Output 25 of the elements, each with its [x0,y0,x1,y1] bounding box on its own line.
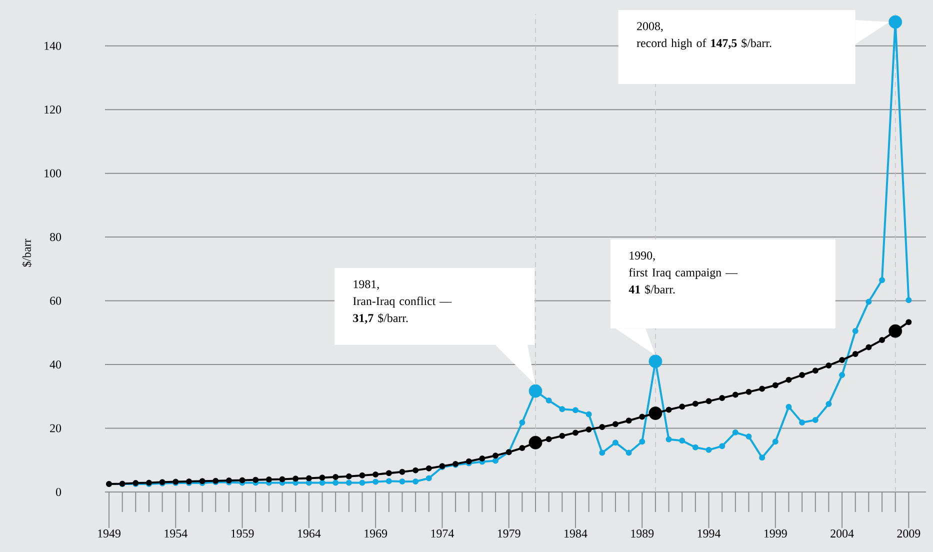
x-tick-label: 1999 [764,530,787,538]
x-tick-label: 1989 [631,530,654,538]
y-tick-label: 140 [44,42,62,50]
x-tick-label: 1964 [298,530,321,538]
y-axis-title: $/barr [22,238,32,267]
y-tick-label: 0 [56,488,62,496]
x-tick-label: 1969 [364,530,388,538]
annotation: 1990, first Iraq campaign — 41 $/barr. [628,252,738,294]
x-tick-label: 1974 [431,530,454,538]
x-tick-label: 1954 [164,530,188,538]
x-tick-label: 1959 [231,530,254,538]
x-tick-label: 1949 [98,530,120,538]
x-tick-label: 2004 [830,530,854,538]
annotation: 2008, record high of 147,5 $/barr. [636,22,772,50]
y-tick-label: 120 [44,106,62,114]
y-tick-label: 100 [44,169,62,178]
x-tick-label: 1979 [498,530,520,538]
y-tick-label: 60 [50,296,62,305]
x-tick-label: 1984 [564,530,588,538]
annotation: 1981, Iran-Iraq conflict — 31,7 $/barr. [353,280,452,324]
y-tick-label: 80 [50,233,62,242]
x-tick-label: 1994 [698,530,721,538]
y-tick-label: 40 [50,360,62,369]
x-tick-label: 2009 [897,530,920,538]
y-tick-label: 20 [50,424,62,432]
